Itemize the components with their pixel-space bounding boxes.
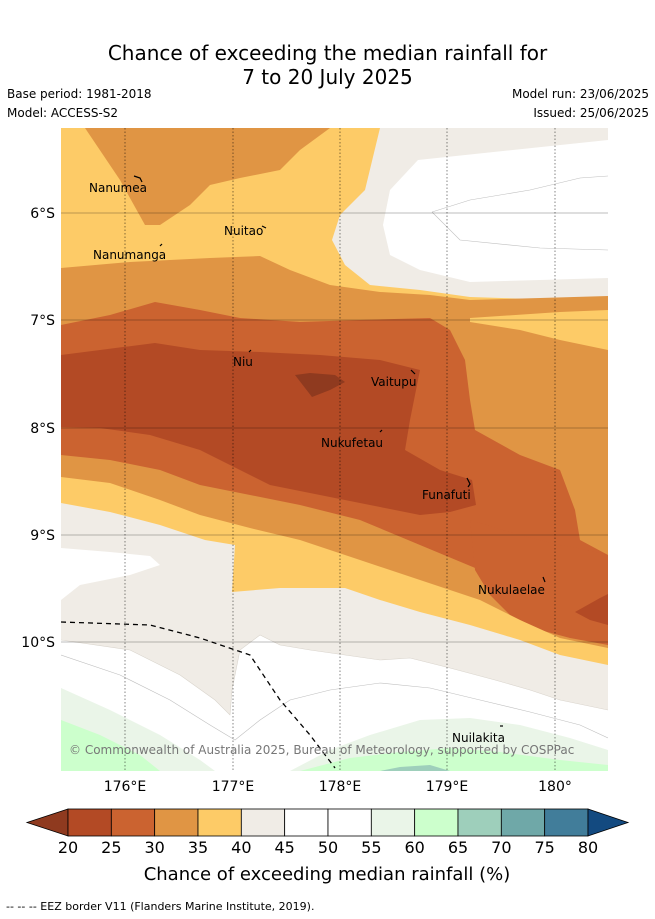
colorbar-tick-80: 80	[578, 838, 598, 857]
lat-tick-10s: 10°S	[21, 635, 55, 651]
place-label-niu: Niu	[233, 355, 253, 369]
lat-tick-9s: 9°S	[30, 528, 55, 544]
place-label-nukulaelae: Nukulaelae	[478, 583, 545, 597]
base-period: Base period: 1981-2018	[7, 87, 152, 101]
colorbar	[25, 808, 630, 837]
map-gridlines	[61, 212, 608, 643]
colorbar-swatch-20-25	[67, 808, 112, 837]
colorbar-arrow-below	[25, 808, 69, 837]
rainfall-contours	[61, 128, 608, 771]
colorbar-swatch-60-65	[414, 808, 459, 837]
colorbar-swatch-35-40	[197, 808, 242, 837]
colorbar-swatch-55-60	[370, 808, 416, 837]
lon-tick-180: 180°	[538, 779, 572, 795]
colorbar-title: Chance of exceeding median rainfall (%)	[144, 864, 511, 885]
colorbar-arrow-above	[587, 808, 630, 837]
contour-30-35-north	[85, 128, 330, 225]
island-markers	[133, 175, 546, 727]
colorbar-ticks: 20 25 30 35 40 45 50 55 60 65 70 75 80	[58, 838, 598, 857]
colorbar-tick-25: 25	[101, 838, 121, 857]
lat-tick-6s: 6°S	[30, 206, 55, 222]
place-label-nanumea: Nanumea	[89, 181, 147, 195]
colorbar-swatch-75-80	[544, 808, 589, 837]
colorbar-tick-65: 65	[448, 838, 468, 857]
copyright-notice: © Commonwealth of Australia 2025, Bureau…	[69, 743, 574, 757]
colorbar-tick-40: 40	[231, 838, 251, 857]
lat-tick-8s: 8°S	[30, 421, 55, 437]
colorbar-tick-35: 35	[188, 838, 208, 857]
lon-tick-178e: 178°E	[319, 779, 362, 795]
colorbar-swatch-50-55	[327, 808, 372, 837]
place-label-funafuti: Funafuti	[422, 488, 471, 502]
colorbar-tick-20: 20	[58, 838, 78, 857]
lon-tick-179e: 179°E	[426, 779, 469, 795]
place-label-nuitao: Nuitao	[224, 224, 263, 238]
place-label-vaitupu: Vaitupu	[371, 375, 417, 389]
colorbar-swatch-25-30	[110, 808, 156, 837]
colorbar-tick-55: 55	[361, 838, 381, 857]
lon-tick-177e: 177°E	[212, 779, 255, 795]
place-label-nanumanga: Nanumanga	[93, 248, 166, 262]
colorbar-swatch-40-45	[240, 808, 286, 837]
colorbar-tick-50: 50	[318, 838, 338, 857]
contour-below-20	[295, 373, 345, 397]
model-name: Model: ACCESS-S2	[7, 106, 119, 120]
colorbar-swatch-30-35	[154, 808, 199, 837]
place-label-nukufetau: Nukufetau	[321, 436, 383, 450]
contour-20-25	[61, 343, 476, 515]
contour-45-55-northeast	[383, 140, 608, 282]
colorbar-tick-30: 30	[144, 838, 164, 857]
map-title-line2: 7 to 20 July 2025	[242, 65, 413, 89]
lon-tick-176e: 176°E	[104, 779, 147, 795]
map-title-line1: Chance of exceeding the median rainfall …	[107, 41, 548, 65]
colorbar-swatch-45-50	[284, 808, 329, 837]
lat-tick-7s: 7°S	[30, 313, 55, 329]
place-label-nuilakita: Nuilakita	[452, 731, 505, 745]
model-run: Model run: 23/06/2025	[511, 87, 649, 101]
colorbar-swatch-65-70	[457, 808, 502, 837]
eez-footnote: -- -- -- EEZ border V11 (Flanders Marine…	[6, 900, 315, 913]
colorbar-tick-60: 60	[404, 838, 424, 857]
colorbar-tick-70: 70	[491, 838, 511, 857]
issued-date: Issued: 25/06/2025	[533, 106, 649, 120]
colorbar-tick-75: 75	[534, 838, 554, 857]
colorbar-swatch-70-75	[500, 808, 546, 837]
colorbar-tick-45: 45	[274, 838, 294, 857]
eez-border	[60, 621, 336, 769]
